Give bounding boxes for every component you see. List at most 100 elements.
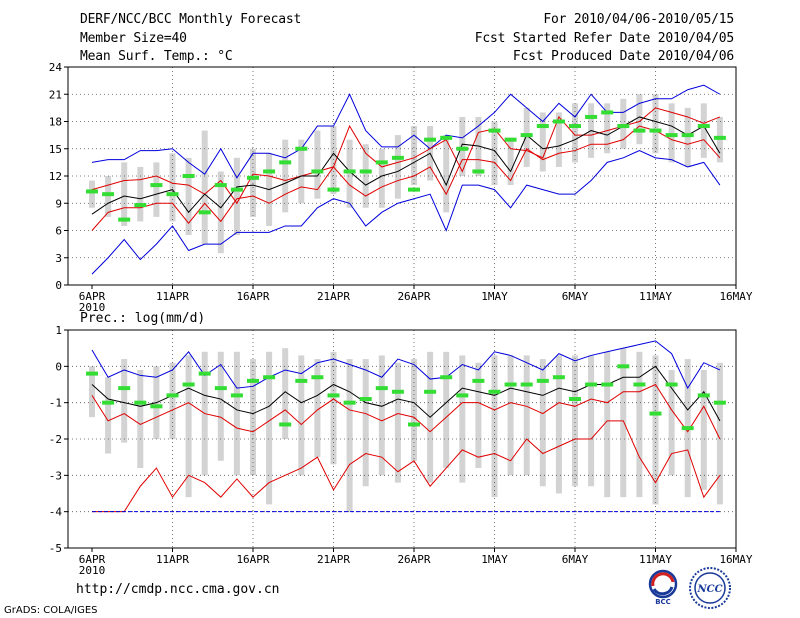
precip-observed-marker [230,393,243,398]
temp-box [459,116,466,176]
precip-box [604,351,611,498]
temp-year-label: 2010 [79,301,106,314]
precip-box [217,351,224,461]
temp-xtick-label: 16MAY [719,290,752,303]
temp-xtick-label: 26APR [397,290,430,303]
temp-observed-marker [633,128,646,133]
temp-observed-marker [182,174,195,178]
temp-box [491,121,498,186]
ncc-logo: NCC [689,567,731,609]
temp-box [89,180,95,208]
precip-box [652,355,659,505]
temp-observed-marker [327,187,340,192]
precip-observed-marker [214,386,227,391]
source-url[interactable]: http://cmdp.ncc.cma.gov.cn [76,582,280,597]
precip-min-line [92,420,721,513]
temp-ytick-label: 12 [49,170,62,183]
bcc-logo: BCC [648,569,678,606]
precip-box [394,362,401,483]
precip-year-label: 2010 [79,564,106,577]
precip-observed-marker [408,422,420,427]
precip-box [539,359,546,487]
temp-box [346,139,353,208]
precip-observed-marker [633,382,646,387]
temp-box [443,135,450,213]
precip-xtick-label: 16MAY [719,553,752,566]
precip-ytick-label: -1 [49,397,62,410]
precip-observed-marker [343,400,356,405]
precip-ytick-label: -5 [49,542,62,555]
precip-box [330,351,337,465]
precip-observed-marker [327,393,340,398]
temp-observed-marker [585,114,598,119]
ncc-logo-text: NCC [696,584,722,595]
precip-observed-marker [649,411,662,416]
precip-xtick-label: 1MAY [481,553,508,566]
precip-observed-marker [166,393,179,398]
temp-box [217,171,224,254]
temp-observed-marker [601,110,614,115]
precip-box [346,359,353,512]
precip-observed-marker [311,375,324,380]
temp-xtick-label: 16APR [236,290,269,303]
temp-ytick-label: 3 [55,252,62,265]
precip-xtick-label: 26APR [397,553,430,566]
precip-xtick-label: 6APR [79,553,106,566]
precip-box [716,362,723,505]
temp-ytick-label: 21 [49,88,62,101]
precip-xtick-label: 6MAY [562,553,589,566]
temp-box [700,103,707,158]
precip-observed-marker [279,422,292,427]
precip-observed-marker [617,364,630,369]
precip-observed-marker [247,378,259,383]
chart-title: DERF/NCC/BCC Monthly Forecast [80,12,302,27]
precip-observed-marker [601,382,614,387]
temp-observed-marker [343,169,356,174]
temp-observed-marker [150,183,163,188]
temp-mean-line [91,116,721,215]
temp-observed-marker [440,135,453,140]
temp-box [153,162,160,217]
temp-box [314,130,321,199]
precip-max-line [91,340,721,390]
precip-xtick-label: 21APR [317,553,350,566]
precip-lower-line [91,383,721,440]
precip-box [588,355,595,487]
precip-box [233,351,240,476]
precip-mean-line [91,365,721,422]
temp-observed-marker [214,183,227,188]
temp-observed-marker [472,169,485,174]
precip-box [121,359,128,443]
precip-observed-marker [375,386,388,391]
temp-observed-marker [166,192,179,197]
temp-box [330,126,337,195]
precip-ytick-label: -4 [49,506,63,519]
temp-observed-marker [697,124,710,129]
temp-box [378,148,385,208]
temp-box [539,112,546,172]
precip-box [620,348,627,498]
temp-box [604,103,611,154]
temp-box [620,98,627,149]
precip-box [459,355,466,483]
precip-box [555,355,562,494]
precip-ytick-label: 0 [55,360,62,373]
temp-observed-marker [230,187,243,192]
temp-ytick-label: 6 [55,225,62,238]
precip-observed-marker [488,389,501,394]
precip-observed-marker [713,400,726,405]
temp-observed-marker [359,169,372,174]
temp-observed-marker [311,169,324,174]
precip-observed-marker [681,426,694,431]
temp-box [362,144,369,208]
precip-observed-marker [665,382,678,387]
temp-ytick-label: 18 [49,116,62,129]
precip-box [507,355,514,476]
temp-max-line [91,84,721,179]
temp-ytick-label: 9 [55,197,62,210]
temp-box [394,135,401,199]
temp-box [121,162,128,226]
precip-box [282,348,289,439]
precip-box [105,377,112,454]
temp-box [282,139,289,213]
